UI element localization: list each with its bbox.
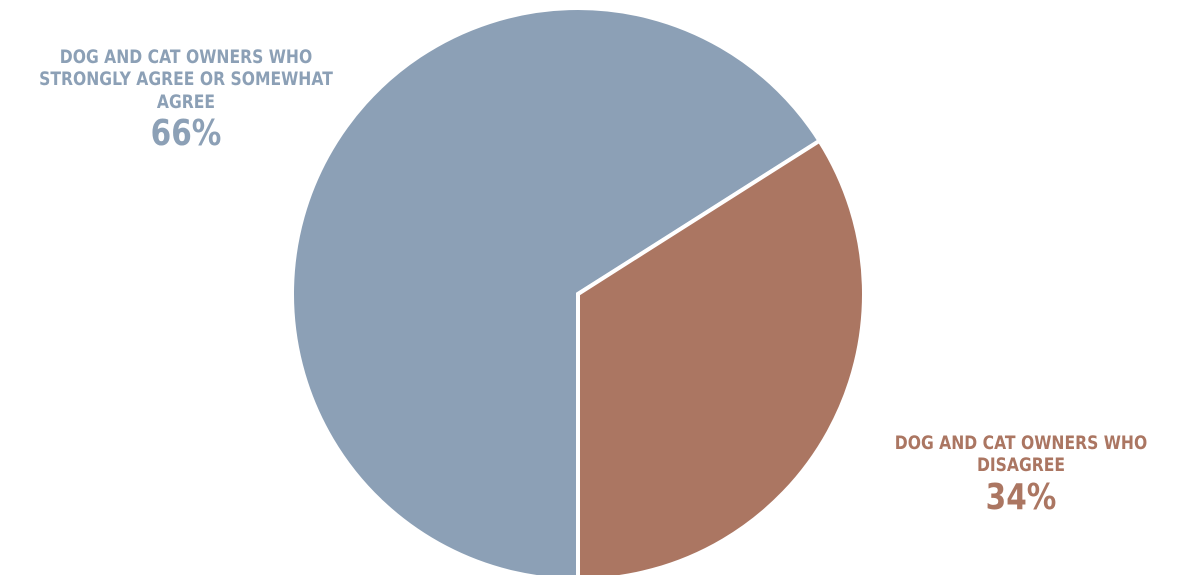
- slice-label-disagree-text: DOG AND CAT OWNERS WHO DISAGREE: [894, 432, 1148, 477]
- pie-slice-disagree: [576, 137, 866, 575]
- slice-label-disagree: DOG AND CAT OWNERS WHO DISAGREE 34%: [838, 432, 1204, 518]
- pie-slice-agree: [290, 6, 823, 575]
- pie-slices: [290, 6, 866, 575]
- slice-label-agree-text: DOG AND CAT OWNERS WHO STRONGLY AGREE OR…: [39, 46, 333, 113]
- slice-label-disagree-value: 34%: [985, 476, 1057, 518]
- slice-label-agree: DOG AND CAT OWNERS WHO STRONGLY AGREE OR…: [0, 46, 372, 155]
- slice-label-agree-value: 66%: [150, 113, 222, 155]
